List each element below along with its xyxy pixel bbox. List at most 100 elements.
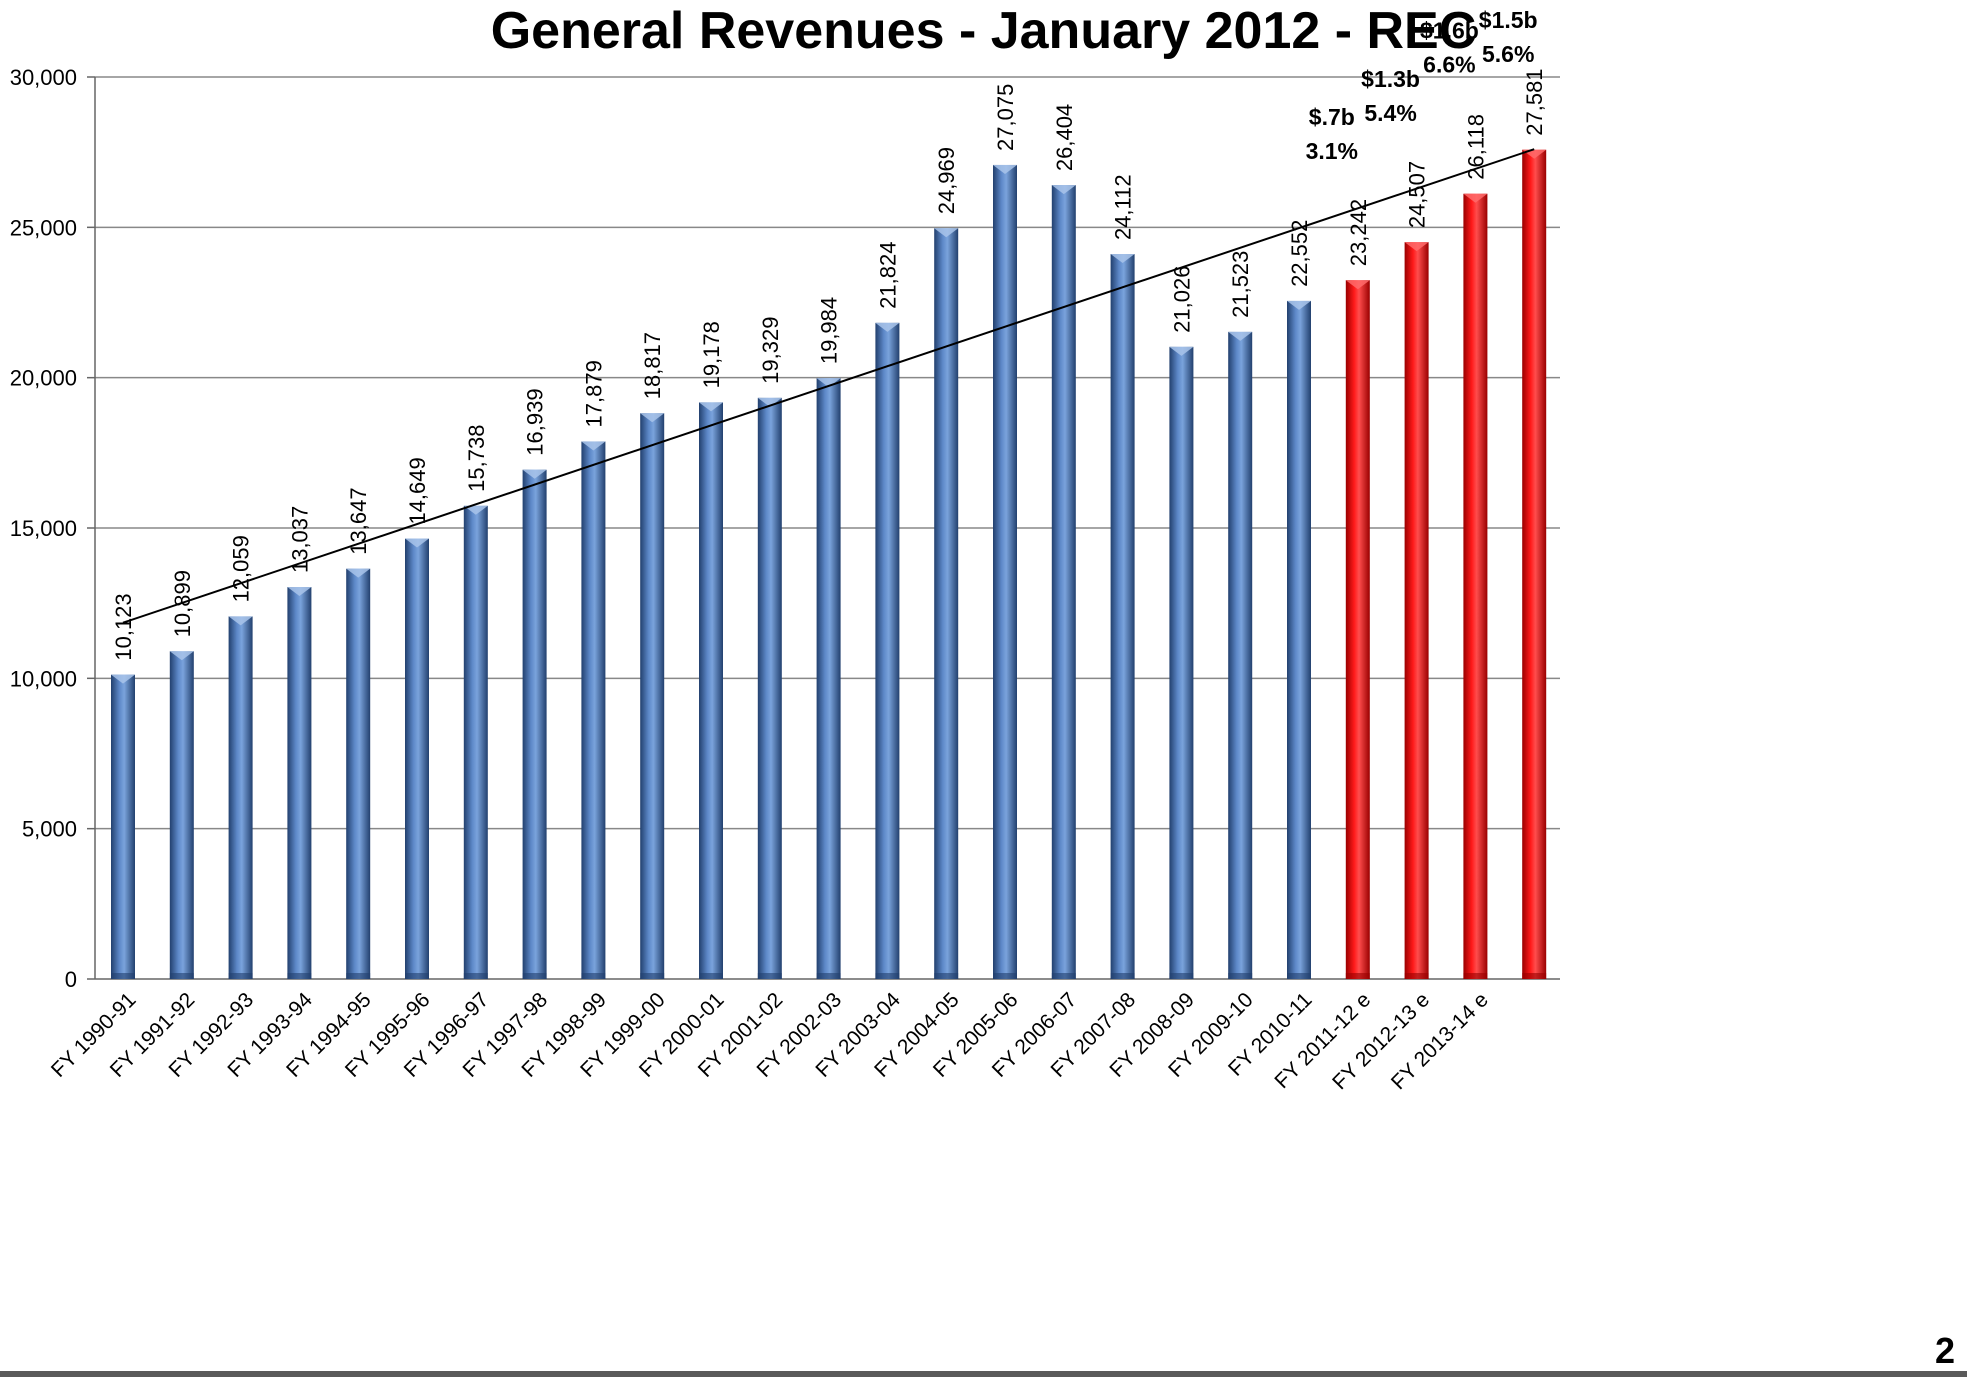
bar-base <box>993 973 1017 979</box>
bar-base <box>1404 973 1429 979</box>
data-label: 13,647 <box>346 487 371 554</box>
bar-base <box>757 973 782 979</box>
bar-base <box>1228 973 1253 979</box>
bar <box>1228 331 1253 979</box>
bar <box>816 378 841 980</box>
chart-title: General Revenues - January 2012 - REC <box>490 2 1477 60</box>
data-label: 14,649 <box>405 457 430 524</box>
bar-cap <box>875 322 900 332</box>
annotation-amount: $1.3b <box>1361 66 1420 92</box>
annotation-percent: 5.6% <box>1482 41 1534 67</box>
data-label: 17,879 <box>581 360 606 427</box>
bar-cap <box>346 568 371 578</box>
data-label: 26,118 <box>1463 114 1488 180</box>
bar-base <box>816 973 841 979</box>
bar-cap <box>581 441 606 451</box>
data-labels: 10,123 10,899 12,059 13,037 13,647 14,649 15,7… <box>111 68 1547 660</box>
data-label: 19,329 <box>758 317 783 384</box>
bar-base <box>1287 973 1311 979</box>
bar-cap <box>111 674 135 684</box>
bar <box>405 538 429 979</box>
annotation-percent: 6.6% <box>1423 52 1475 78</box>
annotation-amount: $.7b <box>1309 104 1355 130</box>
bar-base <box>346 973 371 979</box>
bar <box>463 505 488 979</box>
bar-base <box>640 973 665 979</box>
annotation-percent: 3.1% <box>1306 138 1358 164</box>
bar-base <box>169 973 194 979</box>
bar-base <box>1110 973 1135 979</box>
bar-cap <box>816 378 841 388</box>
data-label: 13,037 <box>287 506 312 573</box>
bar-base <box>1522 973 1547 979</box>
y-tick-label: 15,000 <box>10 516 77 541</box>
bar-cap <box>1345 280 1370 290</box>
bar <box>169 651 194 979</box>
bar-cap <box>1404 242 1429 252</box>
bar-cap <box>1287 300 1311 310</box>
data-label: 21,026 <box>1169 266 1194 333</box>
bar-base <box>1169 973 1194 979</box>
data-label: 19,984 <box>817 297 842 364</box>
bar <box>934 228 959 980</box>
data-label: 27,075 <box>993 84 1018 151</box>
data-label: 18,817 <box>640 332 665 399</box>
bar-cap <box>1051 185 1076 195</box>
bar <box>581 441 606 979</box>
bar-cap <box>1228 331 1253 341</box>
annotation-amount: $1.6b <box>1420 18 1479 44</box>
bar-base <box>287 973 312 979</box>
trendline <box>122 148 1535 624</box>
bar-cap <box>287 587 312 597</box>
bar-base <box>405 973 429 979</box>
y-tick-label: 25,000 <box>10 215 77 240</box>
trendline-line <box>122 148 1535 624</box>
bar <box>1522 149 1547 979</box>
bar-base <box>1051 973 1076 979</box>
page-number: 2 <box>1935 1330 1956 1371</box>
data-label: 15,738 <box>464 425 489 492</box>
annotations: $.7b 3.1% $1.3b 5.4% $1.6b 6.6%$1.5b 5.6% <box>1306 7 1538 164</box>
data-label: 21,824 <box>875 242 900 309</box>
bar <box>111 674 135 979</box>
bar-cap <box>1169 346 1194 356</box>
bar <box>287 587 312 979</box>
bar <box>1404 242 1429 980</box>
bar-base <box>581 973 606 979</box>
bar <box>1345 280 1370 979</box>
data-label: 21,523 <box>1228 251 1253 318</box>
bar-base <box>228 973 253 979</box>
data-label: 24,112 <box>1111 174 1136 240</box>
bar-cap <box>522 469 547 479</box>
bar <box>1287 300 1311 979</box>
bar <box>875 322 900 979</box>
data-label: 23,242 <box>1346 199 1371 266</box>
annotation-amount: $1.5b <box>1479 7 1538 33</box>
data-label: 24,507 <box>1405 161 1430 228</box>
bottom-strip <box>0 1371 1967 1377</box>
bar-cap <box>993 164 1017 174</box>
bar-base <box>1463 973 1488 979</box>
bar <box>993 164 1017 979</box>
bar <box>757 397 782 979</box>
data-label: 19,178 <box>699 321 724 388</box>
data-label: 24,969 <box>934 147 959 214</box>
data-label: 12,059 <box>229 535 254 602</box>
bar <box>522 469 547 979</box>
bar <box>640 413 665 979</box>
y-tick-label: 20,000 <box>10 366 77 391</box>
bar-cap <box>757 397 782 407</box>
bar-cap <box>1110 254 1135 264</box>
bar-base <box>699 973 723 979</box>
bar <box>346 568 371 979</box>
y-tick-label: 10,000 <box>10 666 77 691</box>
bar-base <box>1345 973 1370 979</box>
bar-cap <box>640 413 665 423</box>
bar-base <box>463 973 488 979</box>
bar-base <box>522 973 547 979</box>
bar-cap <box>1463 193 1488 203</box>
bars <box>111 149 1547 980</box>
bar-base <box>111 973 135 979</box>
